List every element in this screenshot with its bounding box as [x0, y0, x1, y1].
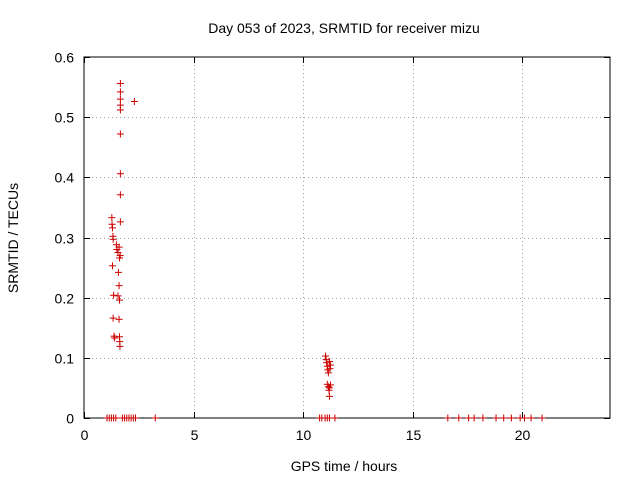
y-axis-title: SRMTID / TECUs — [5, 183, 21, 293]
data-point — [111, 334, 119, 342]
data-point — [331, 414, 339, 422]
data-point — [116, 130, 124, 138]
data-point — [116, 342, 124, 350]
data-point — [492, 414, 500, 422]
data-point — [110, 332, 118, 340]
data-point — [116, 95, 124, 103]
data-point — [455, 414, 463, 422]
axis-ticks: 0 0.1 0.2 0.3 0.4 0.5 0.6 0 5 10 15 20 — [55, 50, 610, 443]
data-point — [116, 88, 124, 96]
data-point — [327, 381, 335, 389]
data-point — [108, 214, 116, 222]
y-tick-label: 0.4 — [55, 170, 75, 186]
chart-title: Day 053 of 2023, SRMTID for receiver miz… — [208, 20, 480, 36]
data-point — [114, 292, 122, 300]
data-point — [527, 414, 535, 422]
data-point — [109, 235, 117, 243]
grid — [84, 57, 610, 418]
data-point — [470, 414, 478, 422]
data-point — [500, 414, 508, 422]
x-tick-label: 15 — [406, 427, 422, 443]
data-point — [108, 224, 116, 232]
data-point — [110, 291, 118, 299]
y-tick-label: 0.3 — [55, 231, 75, 247]
y-tick-label: 0.2 — [55, 291, 75, 307]
data-point — [326, 365, 334, 373]
y-tick-label: 0.5 — [55, 110, 75, 126]
data-point — [324, 369, 332, 377]
data-point — [115, 282, 123, 290]
data-point — [116, 79, 124, 87]
data-point — [479, 414, 487, 422]
y-tick-label: 0.6 — [55, 50, 75, 66]
data-point — [109, 314, 117, 322]
data-point — [112, 414, 120, 422]
data-point — [130, 98, 138, 106]
data-point — [323, 359, 331, 367]
data-points — [103, 79, 546, 422]
y-tick-label: 0.1 — [55, 351, 75, 367]
data-point — [116, 106, 124, 114]
data-point — [116, 252, 124, 260]
x-tick-label: 5 — [191, 427, 199, 443]
data-point — [521, 414, 529, 422]
data-point — [538, 414, 546, 422]
data-point — [151, 414, 159, 422]
x-tick-label: 10 — [296, 427, 312, 443]
data-point — [327, 361, 335, 369]
data-point — [116, 218, 124, 226]
data-point — [325, 357, 333, 365]
x-axis-title: GPS time / hours — [291, 458, 398, 474]
data-point — [325, 386, 333, 394]
x-tick-label: 20 — [515, 427, 531, 443]
data-point — [116, 296, 124, 304]
data-point — [108, 262, 116, 270]
data-point — [444, 414, 452, 422]
data-point — [132, 414, 140, 422]
data-point — [116, 170, 124, 178]
data-point — [114, 268, 122, 276]
data-point — [507, 414, 515, 422]
y-tick-label: 0 — [66, 411, 74, 427]
x-tick-label: 0 — [81, 427, 89, 443]
data-point — [115, 315, 123, 323]
data-point — [322, 352, 330, 360]
data-point — [325, 392, 333, 400]
data-point — [115, 243, 123, 251]
plot-frame — [83, 56, 611, 419]
data-point — [116, 191, 124, 199]
